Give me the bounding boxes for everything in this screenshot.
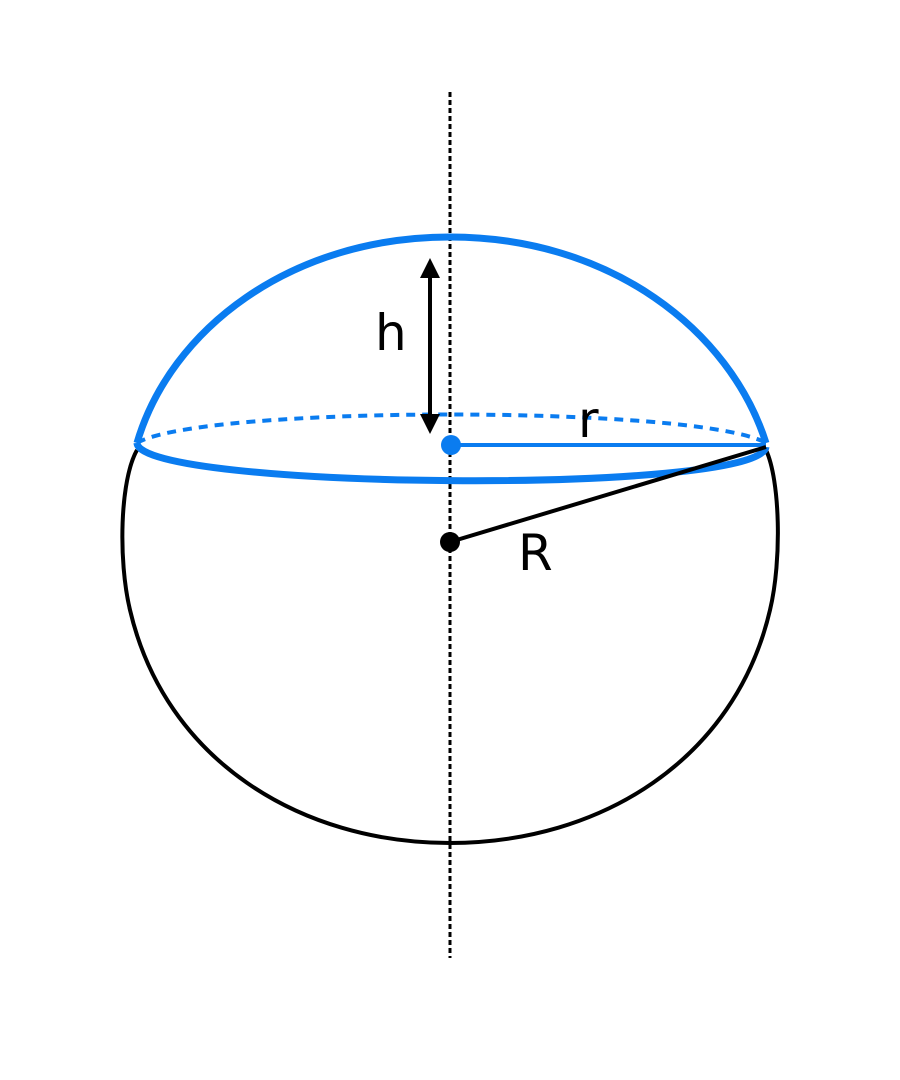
sphere-radius-label: R — [518, 524, 553, 582]
base-radius-label: r — [578, 391, 599, 449]
base-center-point — [441, 435, 461, 455]
cap-base-front-edge — [133, 441, 770, 485]
sphere-center-point — [440, 532, 460, 552]
sphere-outline — [120, 449, 780, 846]
cap-base-back-edge — [135, 412, 767, 445]
cap-height-label: h — [375, 304, 407, 362]
cap-dome — [133, 233, 770, 445]
sphere-radius-line — [449, 445, 767, 544]
